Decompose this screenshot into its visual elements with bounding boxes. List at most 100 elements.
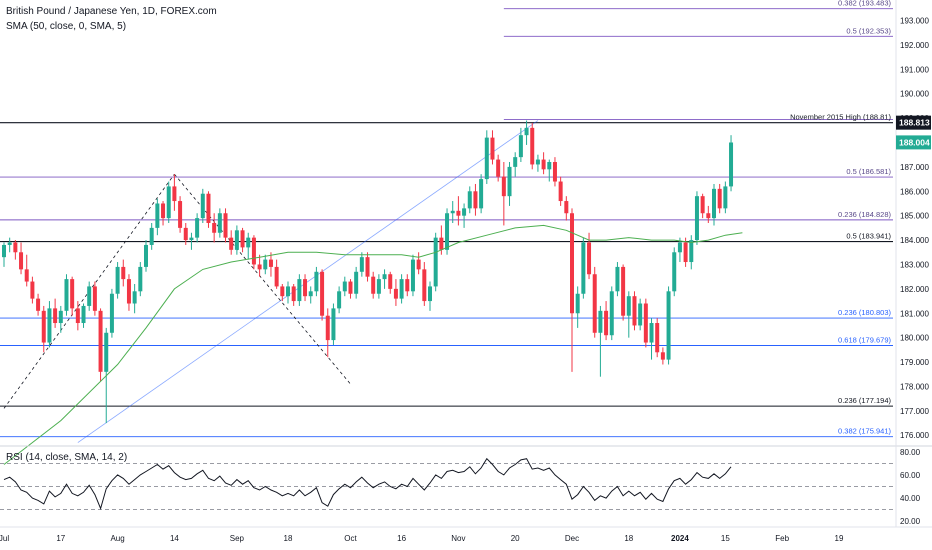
candle-body	[393, 288, 398, 299]
candle-body	[638, 303, 643, 326]
candle-body	[570, 213, 574, 314]
candle-body	[666, 291, 671, 360]
candle-body	[672, 252, 677, 292]
candle-body	[507, 166, 512, 197]
candle-body	[195, 218, 200, 238]
candle-body	[376, 279, 381, 294]
time-tick-label: Sep	[230, 534, 245, 543]
level-label: November 2015 High (188.81)	[790, 113, 891, 122]
time-tick-label: 14	[170, 534, 179, 543]
time-tick-label: 18	[624, 534, 633, 543]
trendline	[77, 120, 539, 443]
candle-body	[337, 291, 342, 309]
candle-body	[291, 286, 296, 302]
time-tick-label: Dec	[565, 534, 579, 543]
candle-body	[462, 208, 467, 216]
candle-body	[240, 230, 245, 248]
rsi-legend: RSI (14, close, SMA, 14, 2)	[6, 452, 128, 463]
rsi-tick-label: 60.00	[900, 471, 921, 480]
candle-body	[433, 237, 438, 287]
candle-body	[660, 352, 665, 360]
price-tick-label: 186.000	[900, 187, 929, 196]
symbol-legend: British Pound / Japanese Yen, 1D, FOREX.…	[6, 6, 217, 17]
candle-body	[303, 279, 308, 297]
trendlines	[3, 120, 539, 443]
candle-body	[138, 266, 143, 292]
candle-body	[484, 137, 489, 180]
level-label: 0.382 (175.941)	[838, 427, 891, 436]
price-tag	[896, 115, 931, 130]
time-tick-label: Aug	[110, 534, 124, 543]
candlestick-series	[2, 120, 734, 424]
candle-body	[75, 308, 80, 324]
level-label: 0.618 (179.679)	[838, 335, 891, 344]
candle-body	[359, 257, 364, 272]
candle-body	[286, 286, 290, 297]
candle-body	[92, 286, 97, 311]
candle-body	[121, 266, 126, 280]
candle-body	[132, 291, 137, 304]
candle-body	[598, 310, 603, 333]
candle-body	[172, 186, 177, 202]
candle-body	[405, 279, 410, 292]
candle-body	[348, 281, 353, 294]
candle-body	[541, 159, 546, 170]
candle-body	[524, 127, 529, 136]
candle-body	[717, 188, 722, 209]
candle-body	[365, 257, 370, 277]
price-tick-label: 192.000	[900, 41, 929, 50]
price-tick-label: 190.000	[900, 90, 929, 99]
rsi-tick-label: 80.00	[900, 448, 921, 457]
candle-body	[24, 269, 29, 282]
candle-body	[246, 237, 251, 248]
candle-body	[467, 191, 472, 209]
candle-body	[263, 259, 268, 270]
price-tick-label: 187.000	[900, 163, 929, 172]
candle-body	[268, 259, 273, 267]
time-tick-label: 2024	[671, 534, 689, 543]
candle-body	[552, 162, 557, 182]
candle-body	[496, 159, 501, 177]
candle-body	[513, 157, 518, 167]
candle-body	[354, 271, 359, 294]
candle-body	[161, 203, 166, 219]
price-tick-label: 176.000	[900, 431, 929, 440]
time-tick-label: 18	[284, 534, 293, 543]
level-label: 0.236 (184.828)	[838, 210, 891, 219]
candle-body	[178, 201, 183, 228]
price-tag-label: 188.004	[899, 137, 930, 147]
time-tick-label: Nov	[451, 534, 465, 543]
candle-body	[547, 162, 552, 170]
time-tick-label: Jul	[0, 534, 9, 543]
candle-body	[587, 242, 592, 275]
rsi-line	[3, 457, 732, 511]
candle-body	[257, 264, 262, 270]
time-tick-label: 15	[721, 534, 730, 543]
candle-body	[501, 176, 506, 197]
candle-body	[234, 230, 239, 250]
candle-body	[189, 237, 194, 241]
candle-body	[223, 213, 228, 238]
price-tick-label: 177.000	[900, 407, 929, 416]
price-tick-label: 193.000	[900, 17, 929, 26]
time-tick-label: Oct	[344, 534, 357, 543]
candle-body	[13, 242, 18, 253]
price-tick-label: 182.000	[900, 285, 929, 294]
level-label: 0.5 (186.581)	[846, 167, 891, 176]
candle-body	[126, 279, 131, 304]
time-tick-label: 20	[511, 534, 520, 543]
candle-body	[70, 279, 75, 309]
candle-body	[655, 323, 660, 353]
candle-body	[342, 281, 347, 292]
candle-body	[689, 240, 694, 263]
horizontal-levels: 0.382 (193.483) 0.5 (192.353) November 201…	[0, 0, 893, 438]
candle-body	[456, 210, 461, 216]
candle-body	[19, 252, 24, 270]
candle-body	[490, 137, 495, 160]
candle-body	[41, 310, 46, 343]
candle-body	[200, 193, 205, 219]
candle-body	[621, 266, 626, 316]
candle-body	[149, 227, 154, 245]
